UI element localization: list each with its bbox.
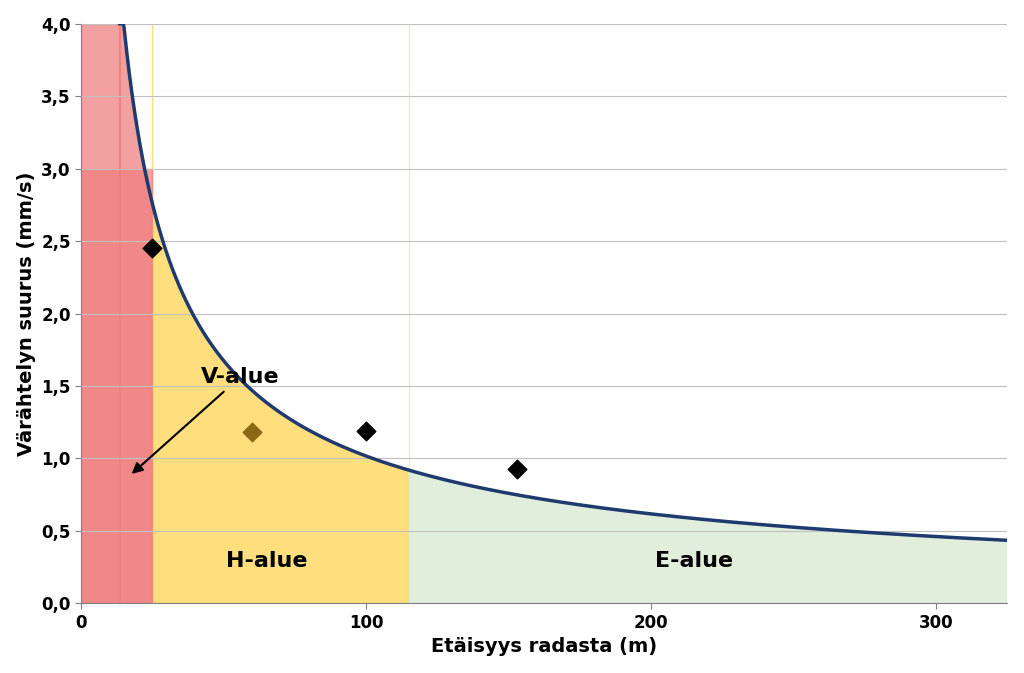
Polygon shape bbox=[120, 24, 152, 604]
Point bbox=[244, 427, 260, 437]
Polygon shape bbox=[81, 24, 120, 604]
Point bbox=[144, 243, 161, 254]
Text: E-alue: E-alue bbox=[654, 551, 733, 571]
Text: V-alue: V-alue bbox=[133, 367, 280, 472]
Y-axis label: Värähtelyn suurus (mm/s): Värähtelyn suurus (mm/s) bbox=[16, 172, 36, 456]
Polygon shape bbox=[153, 204, 409, 604]
Text: H-alue: H-alue bbox=[225, 551, 307, 571]
Polygon shape bbox=[410, 470, 1008, 604]
Polygon shape bbox=[81, 169, 153, 604]
X-axis label: Etäisyys radasta (m): Etäisyys radasta (m) bbox=[431, 637, 657, 656]
Point bbox=[358, 425, 375, 436]
Point bbox=[509, 463, 525, 474]
